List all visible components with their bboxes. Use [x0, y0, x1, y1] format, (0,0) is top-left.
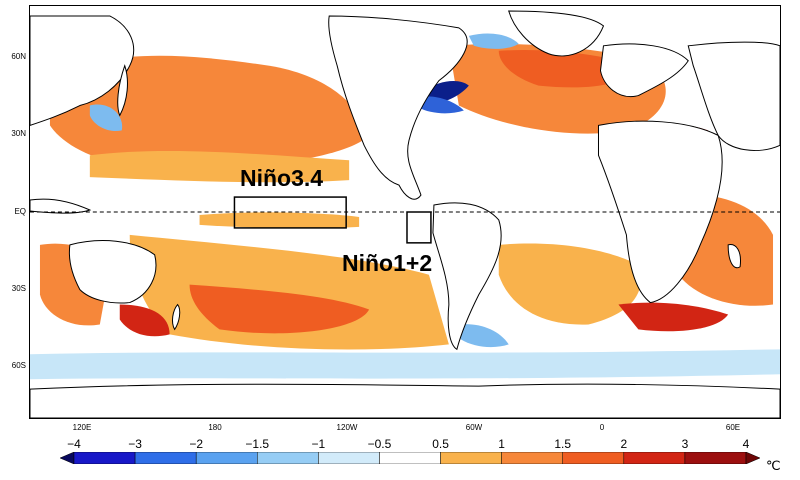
lat-label-60n: 60N [11, 52, 26, 61]
north-america-land [328, 15, 468, 200]
colorbar-tick-label: −0.5 [367, 437, 392, 451]
colorbar-min-triangle [60, 452, 75, 464]
equatorial-pacific-warm [199, 212, 360, 229]
colorbar-tick-label: −1 [311, 437, 326, 451]
drake-cool [458, 324, 509, 348]
colorbar-segment [379, 452, 441, 464]
asia-west-land [30, 15, 135, 126]
lon-label-60e: 60E [725, 423, 741, 432]
labrador-cool [468, 33, 519, 49]
asia-land [687, 41, 780, 151]
tasman-warm [119, 304, 170, 337]
sst-anomaly-map [29, 5, 781, 419]
colorbar-tick-label: 4 [742, 437, 750, 451]
lat-label-30n: 30N [11, 129, 26, 138]
agulhas-core [618, 302, 729, 332]
colorbar-segment [257, 452, 319, 464]
new-zealand-land [171, 303, 181, 331]
anomaly-field [30, 33, 780, 380]
colorbar-tick-label: 3 [681, 437, 689, 451]
map-canvas [30, 10, 780, 418]
colorbar-tick-label: −4 [67, 437, 81, 451]
indonesia-land [30, 198, 92, 214]
south-america-land [432, 202, 502, 351]
antarctica-land [30, 383, 780, 418]
colorbar-tick-label: 1.5 [554, 437, 572, 451]
south-pacific-core [189, 284, 370, 334]
lon-label-60w: 60W [465, 423, 483, 432]
colorbar-segment [684, 452, 747, 464]
nw-pacific-cool [89, 104, 123, 132]
colorbar-segment [623, 452, 686, 464]
colorbar-tick-label: 2 [620, 437, 628, 451]
colorbar-max-triangle [745, 452, 760, 464]
colorbar-segment [134, 452, 197, 464]
colorbar-tick-label: −1.5 [245, 437, 270, 451]
nino12-box [406, 211, 432, 244]
colorbar-segment [195, 452, 258, 464]
lat-label-60s: 60S [11, 361, 26, 370]
colorbar-segment [501, 452, 563, 464]
lat-label-30s: 30S [11, 284, 26, 293]
australia-land [68, 240, 157, 304]
colorbar-tick-label: −3 [128, 437, 142, 451]
colorbar-unit: ℃ [766, 458, 781, 473]
southern-ocean-cool [30, 349, 780, 380]
colorbar-segment [318, 452, 380, 464]
madagascar-land [727, 244, 741, 269]
south-atlantic-warm [498, 243, 641, 325]
lon-label-120w: 120W [336, 423, 358, 432]
colorbar [60, 452, 760, 464]
lon-label-120e: 120E [72, 423, 92, 432]
lon-label-0: 0 [599, 423, 605, 432]
north-pacific-band [89, 151, 350, 183]
colorbar-segment [73, 452, 136, 464]
colorbar-tick-label: 1 [498, 437, 505, 451]
north-pacific-warm [49, 55, 370, 171]
nino34-label: Niño3.4 [240, 165, 324, 191]
colorbar-segment [562, 452, 625, 464]
japan-land [117, 64, 128, 117]
nino34-box [233, 196, 347, 229]
gulf-stream-cool-edge [416, 96, 464, 114]
lon-label-180: 180 [208, 423, 222, 432]
greenland-land [508, 10, 605, 57]
colorbar-tick-label: 0.5 [432, 437, 449, 451]
nino12-label: Niño1+2 [342, 250, 433, 276]
colorbar-tick-label: −2 [189, 437, 204, 451]
colorbar-segment [440, 452, 502, 464]
europe-land [599, 43, 689, 98]
lat-label-eq: EQ [14, 207, 26, 216]
